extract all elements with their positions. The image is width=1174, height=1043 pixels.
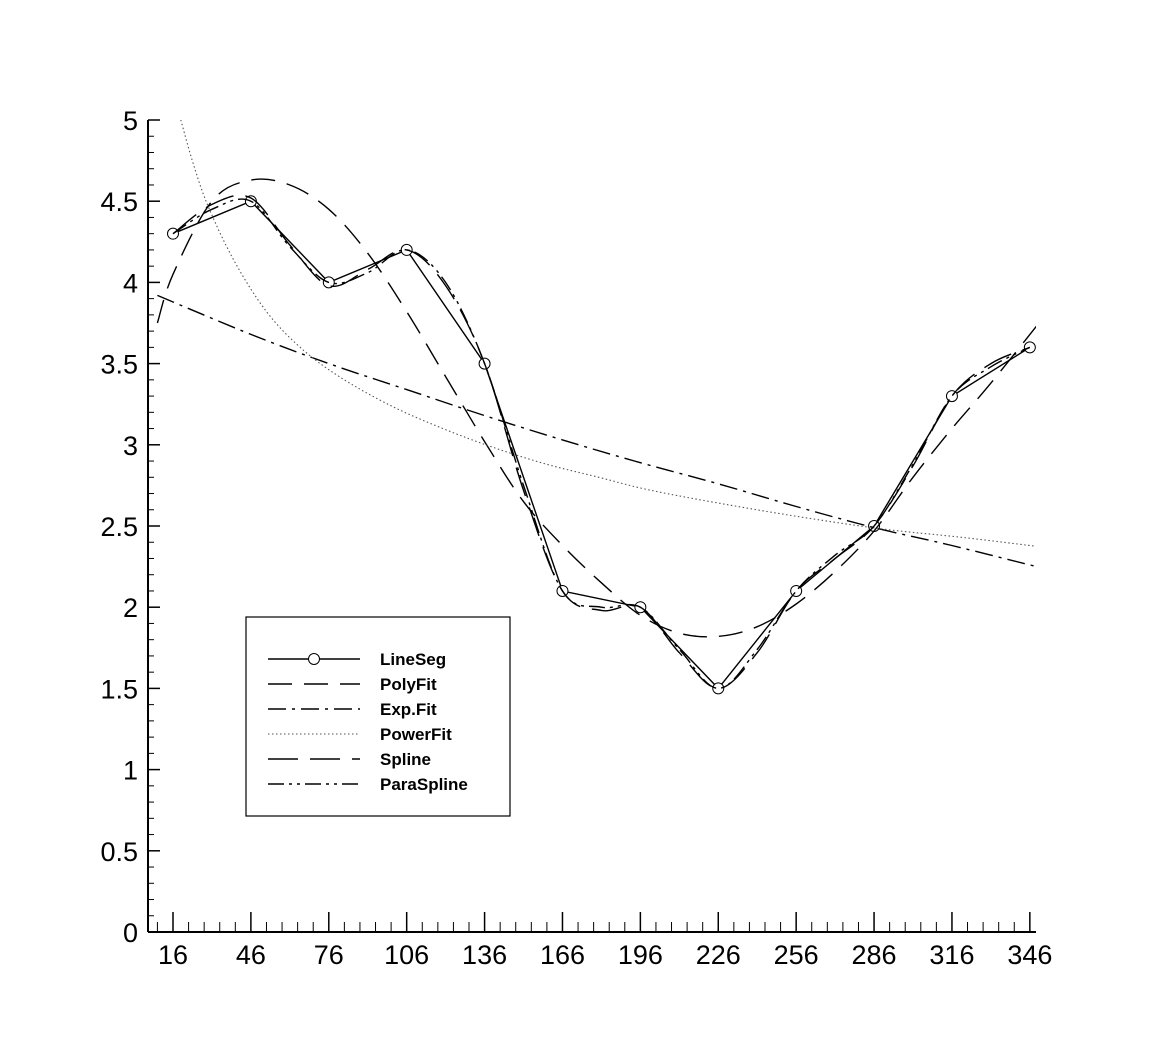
x-tick-label: 346 bbox=[1007, 940, 1052, 970]
x-tick-label: 136 bbox=[462, 940, 507, 970]
x-tick-label: 196 bbox=[618, 940, 663, 970]
y-tick-label: 0.5 bbox=[100, 837, 138, 867]
ticks-layer: 0 0.5 1 1.5 2 2.5 3 3.5 4 4.5 5 16 46 76 106 136 166 196 2… bbox=[100, 106, 1052, 970]
series-line-powerfit bbox=[180, 119, 1036, 547]
y-tick-label: 5 bbox=[123, 106, 138, 136]
series-line-polyfit bbox=[156, 178, 1036, 638]
y-tick-label: 2 bbox=[123, 593, 138, 623]
y-tick-label: 1.5 bbox=[100, 674, 138, 704]
legend-label-paraspline: ParaSpline bbox=[380, 775, 468, 794]
legend-label-lineseg: LineSeg bbox=[380, 650, 446, 669]
x-tick-label: 256 bbox=[774, 940, 819, 970]
y-tick-label: 0 bbox=[123, 918, 138, 948]
legend-label-exp-fit: Exp.Fit bbox=[380, 700, 437, 719]
series-line-spline bbox=[172, 194, 1031, 690]
legend-label-polyfit: PolyFit bbox=[380, 675, 437, 694]
legend: LineSeg PolyFit Exp.Fit PowerFit Spline ParaS… bbox=[245, 616, 511, 817]
legend-box bbox=[245, 616, 511, 817]
y-tick-label: 2.5 bbox=[100, 512, 138, 542]
x-tick-label: 286 bbox=[852, 940, 897, 970]
x-tick-label: 226 bbox=[696, 940, 741, 970]
series-line-paraspline bbox=[172, 198, 1031, 690]
series-line-exp-fit bbox=[157, 294, 1036, 568]
x-tick-label: 16 bbox=[158, 940, 188, 970]
series-line-lineseg bbox=[172, 200, 1031, 690]
x-tick-label: 316 bbox=[929, 940, 974, 970]
y-tick-label: 1 bbox=[123, 756, 138, 786]
data-point-lineseg bbox=[712, 682, 725, 695]
x-tick-label: 46 bbox=[236, 940, 266, 970]
legend-label-powerfit: PowerFit bbox=[380, 725, 452, 744]
y-tick-label: 4.5 bbox=[100, 187, 138, 217]
x-tick-label: 76 bbox=[314, 940, 344, 970]
x-tick-label: 106 bbox=[384, 940, 429, 970]
legend-label-spline: Spline bbox=[380, 750, 431, 769]
legend-marker-lineseg bbox=[308, 653, 320, 665]
x-tick-label: 166 bbox=[540, 940, 585, 970]
legend-items: LineSeg PolyFit Exp.Fit PowerFit Spline ParaS… bbox=[268, 650, 468, 794]
series-layer bbox=[156, 119, 1036, 695]
y-tick-label: 4 bbox=[123, 268, 138, 298]
y-tick-label: 3.5 bbox=[100, 350, 138, 380]
data-point-lineseg bbox=[1023, 341, 1036, 354]
y-tick-label: 3 bbox=[123, 431, 138, 461]
